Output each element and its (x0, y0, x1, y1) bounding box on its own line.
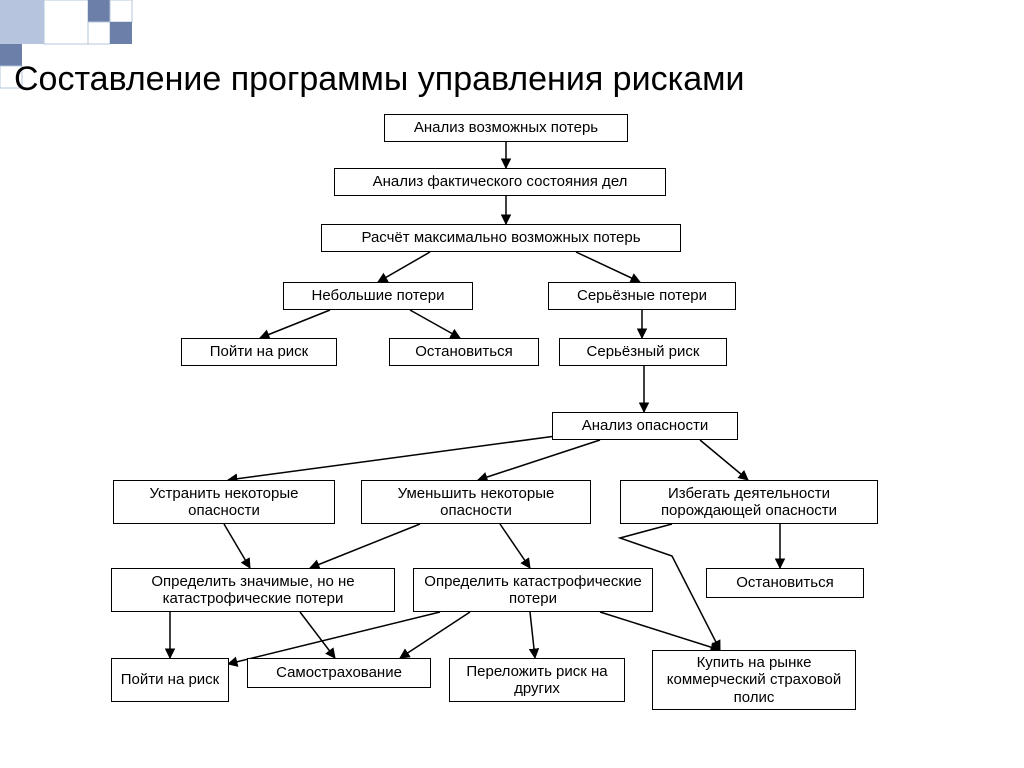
node-n5: Серьёзные потери (548, 282, 736, 310)
node-n17: Самострахование (247, 658, 431, 688)
node-n9: Анализ опасности (552, 412, 738, 440)
node-n2: Анализ фактического состояния дел (334, 168, 666, 196)
node-n11: Уменьшить некоторые опасности (361, 480, 591, 524)
node-n16: Пойти на риск (111, 658, 229, 702)
node-n18: Переложить риск на других (449, 658, 625, 702)
node-n7: Остановиться (389, 338, 539, 366)
flowchart-page: Составление программы управления рисками… (0, 0, 1024, 768)
node-n4: Небольшие потери (283, 282, 473, 310)
node-n12: Избегать деятельности порождающей опасно… (620, 480, 878, 524)
node-n10: Устранить некоторые опасности (113, 480, 335, 524)
node-n15: Остановиться (706, 568, 864, 598)
page-title: Составление программы управления рисками (14, 60, 745, 99)
node-n14: Определить катастрофические потери (413, 568, 653, 612)
node-n3: Расчёт максимально возможных потерь (321, 224, 681, 252)
node-n8: Серьёзный риск (559, 338, 727, 366)
node-n19: Купить на рынке коммерческий страховой п… (652, 650, 856, 710)
node-n1: Анализ возможных потерь (384, 114, 628, 142)
node-n6: Пойти на риск (181, 338, 337, 366)
node-n13: Определить значимые, но не катастрофичес… (111, 568, 395, 612)
